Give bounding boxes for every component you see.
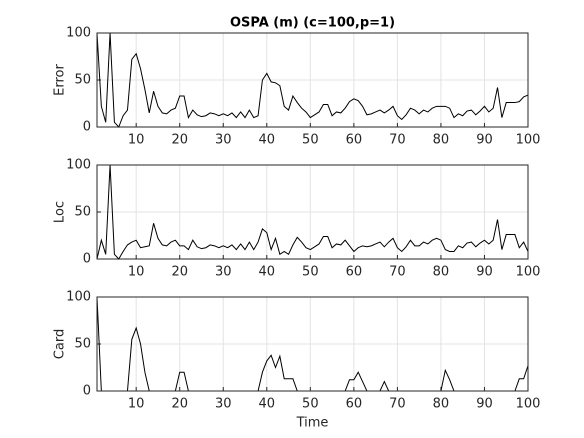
data-line [96, 32, 529, 128]
y-tick-label: 0 [83, 252, 91, 267]
data-line [96, 164, 529, 260]
x-tick-label: 40 [259, 133, 276, 148]
x-tick-label: 30 [215, 397, 232, 412]
x-tick-label: 20 [171, 133, 188, 148]
chart-title: OSPA (m) (c=100,p=1) [230, 16, 395, 31]
x-tick-label: 60 [346, 397, 363, 412]
x-tick-label: 70 [389, 265, 406, 280]
y-tick-label: 50 [74, 73, 91, 88]
x-tick-label: 50 [302, 265, 319, 280]
axes-box [96, 164, 529, 260]
x-tick-label: 10 [128, 133, 145, 148]
x-tick-label: 20 [171, 397, 188, 412]
x-tick-label: 90 [476, 133, 493, 148]
x-tick-label: 100 [516, 397, 541, 412]
x-tick-label: 70 [389, 133, 406, 148]
y-tick-label: 100 [66, 26, 91, 41]
x-tick-label: 80 [433, 265, 450, 280]
axes-box [96, 296, 529, 392]
x-tick-label: 80 [433, 397, 450, 412]
y-tick-label: 50 [74, 337, 91, 352]
y-tick-label: 100 [66, 158, 91, 173]
x-tick-label: 100 [516, 133, 541, 148]
y-axis-label: Loc [53, 201, 68, 223]
x-tick-label: 40 [259, 397, 276, 412]
y-tick-label: 100 [66, 290, 91, 305]
x-axis-label: Time [296, 416, 329, 431]
y-axis-label: Card [53, 329, 68, 359]
x-tick-label: 50 [302, 133, 319, 148]
x-tick-label: 50 [302, 397, 319, 412]
x-tick-label: 90 [476, 265, 493, 280]
x-tick-label: 80 [433, 133, 450, 148]
x-tick-label: 60 [346, 133, 363, 148]
x-tick-label: 30 [215, 265, 232, 280]
x-tick-label: 40 [259, 265, 276, 280]
x-tick-label: 70 [389, 397, 406, 412]
y-tick-label: 0 [83, 384, 91, 399]
x-tick-label: 20 [171, 265, 188, 280]
x-tick-label: 30 [215, 133, 232, 148]
x-tick-label: 10 [128, 265, 145, 280]
x-tick-label: 100 [516, 265, 541, 280]
y-tick-label: 0 [83, 120, 91, 135]
x-tick-label: 60 [346, 265, 363, 280]
x-tick-label: 90 [476, 397, 493, 412]
y-tick-label: 50 [74, 205, 91, 220]
axes-box [96, 32, 529, 128]
y-axis-label: Error [53, 64, 68, 96]
x-tick-label: 10 [128, 397, 145, 412]
